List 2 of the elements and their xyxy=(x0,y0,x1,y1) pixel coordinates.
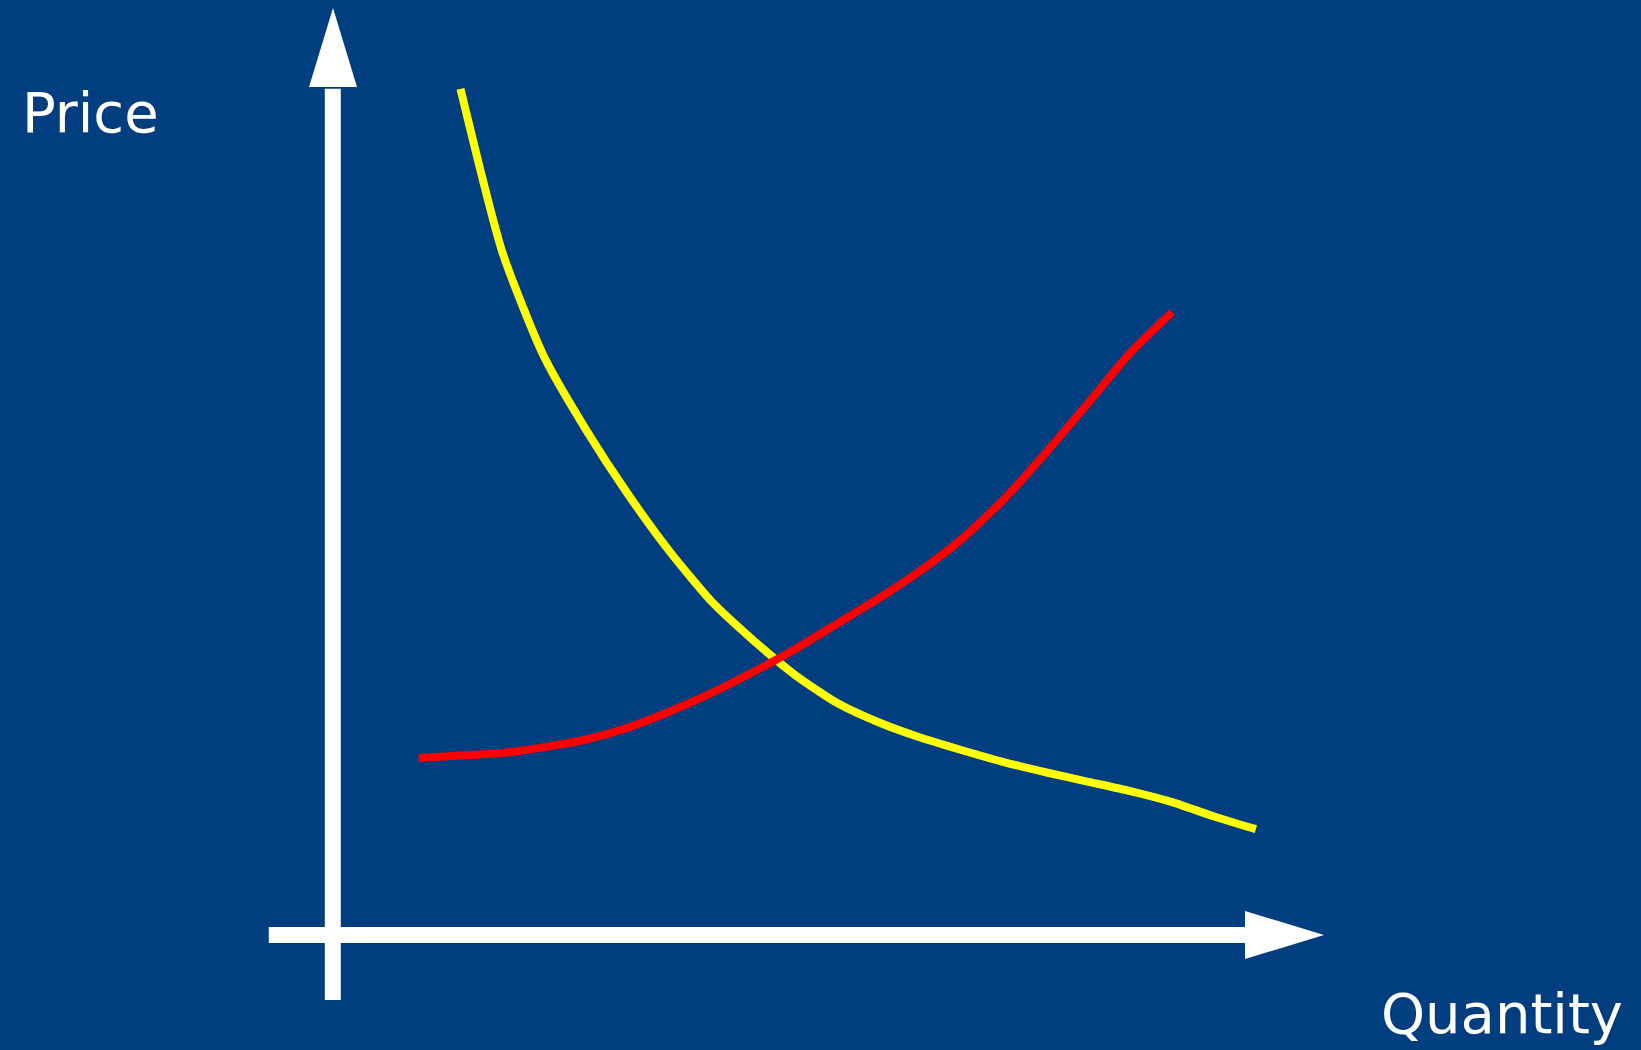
x-axis-title: Quantity xyxy=(1381,981,1623,1046)
y-axis-title: Price xyxy=(22,80,159,145)
